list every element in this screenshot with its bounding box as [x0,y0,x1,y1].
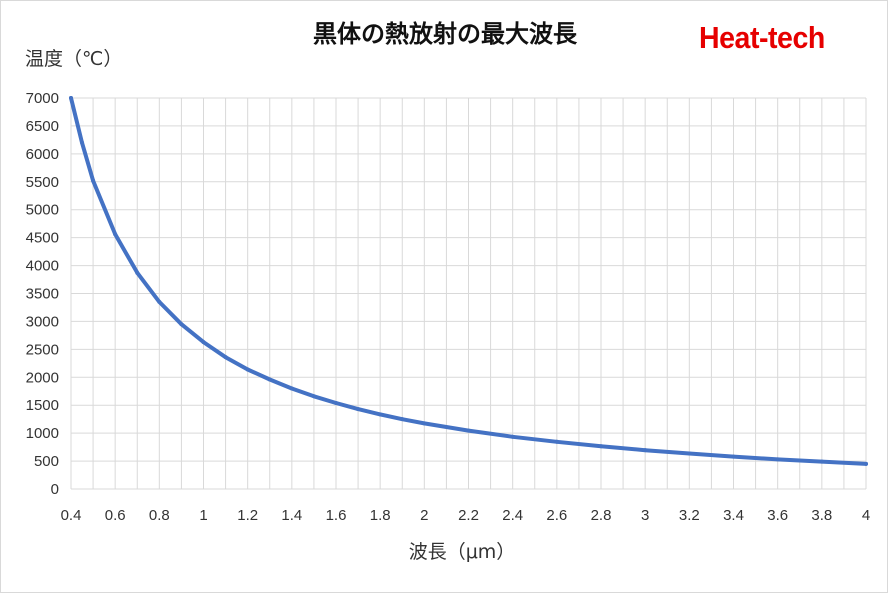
y-tick-label: 2500 [26,341,59,358]
y-tick-label: 4000 [26,258,59,275]
data-point [864,461,868,466]
tick-layer: 0 500 1000 1500 2000 2500 3000 3500 4000 4500 5000… [26,90,871,524]
data-point [91,178,96,183]
x-tick-label: 3 [641,507,649,524]
data-point [510,434,515,439]
data-point [267,377,272,382]
data-point [334,400,338,405]
y-tick-label: 1000 [26,425,59,442]
data-point [157,299,162,304]
y-tick-label: 3500 [26,286,59,303]
y-tick-label: 5000 [26,202,59,219]
data-point [311,394,316,399]
data-point [599,444,603,449]
x-tick-label: 1.4 [281,507,302,524]
data-point [179,322,184,327]
brand-logo: Heat-tech [699,20,825,55]
x-tick-label: 0.4 [61,507,82,524]
x-tick-label: 3.8 [811,507,832,524]
grid-layer [70,97,867,490]
y-tick-label: 3000 [26,313,59,330]
data-point [422,421,427,426]
x-axis-title: 波長（μm） [408,541,516,563]
series-layer [69,96,868,466]
y-tick-label: 1500 [26,397,59,414]
x-tick-label: 1 [199,507,207,524]
y-tick-label: 7000 [26,90,59,107]
y-tick-label: 500 [34,453,59,470]
data-point [775,457,780,462]
x-tick-label: 3.4 [723,507,744,524]
data-point [289,386,294,391]
y-tick-label: 4500 [26,230,59,247]
x-tick-label: 1.8 [370,507,391,524]
y-tick-label: 5500 [26,174,59,191]
series-line [69,96,868,466]
data-point [731,454,736,459]
x-tick-label: 4 [862,507,870,524]
data-point [819,459,824,464]
data-point [687,451,692,456]
data-point [223,355,228,360]
x-tick-label: 2 [420,507,428,524]
chart-title: 黒体の熱放射の最大波長 [313,20,577,48]
x-tick-label: 3.2 [679,507,700,524]
data-point [135,270,140,275]
y-tick-label: 0 [51,481,59,498]
x-tick-label: 0.8 [149,507,170,524]
x-tick-label: 2.8 [591,507,612,524]
data-point [245,367,250,372]
data-point [69,96,73,100]
y-axis-title: 温度（℃） [25,48,123,70]
data-point [201,340,206,345]
x-tick-label: 2.2 [458,507,479,524]
data-point [400,417,405,422]
data-point [113,232,118,237]
y-tick-label: 6000 [26,146,59,163]
x-tick-label: 1.2 [237,507,258,524]
x-tick-label: 1.6 [326,507,347,524]
data-point [466,428,471,433]
data-point [356,407,361,412]
x-tick-label: 2.6 [546,507,567,524]
x-tick-label: 2.4 [502,507,523,524]
data-point [554,439,559,444]
x-tick-label: 3.6 [767,507,788,524]
data-point [80,140,85,145]
y-tick-label: 6500 [26,118,59,135]
y-tick-label: 2000 [26,369,59,386]
x-tick-label: 0.6 [105,507,126,524]
data-point [643,448,648,453]
data-point [378,412,383,417]
